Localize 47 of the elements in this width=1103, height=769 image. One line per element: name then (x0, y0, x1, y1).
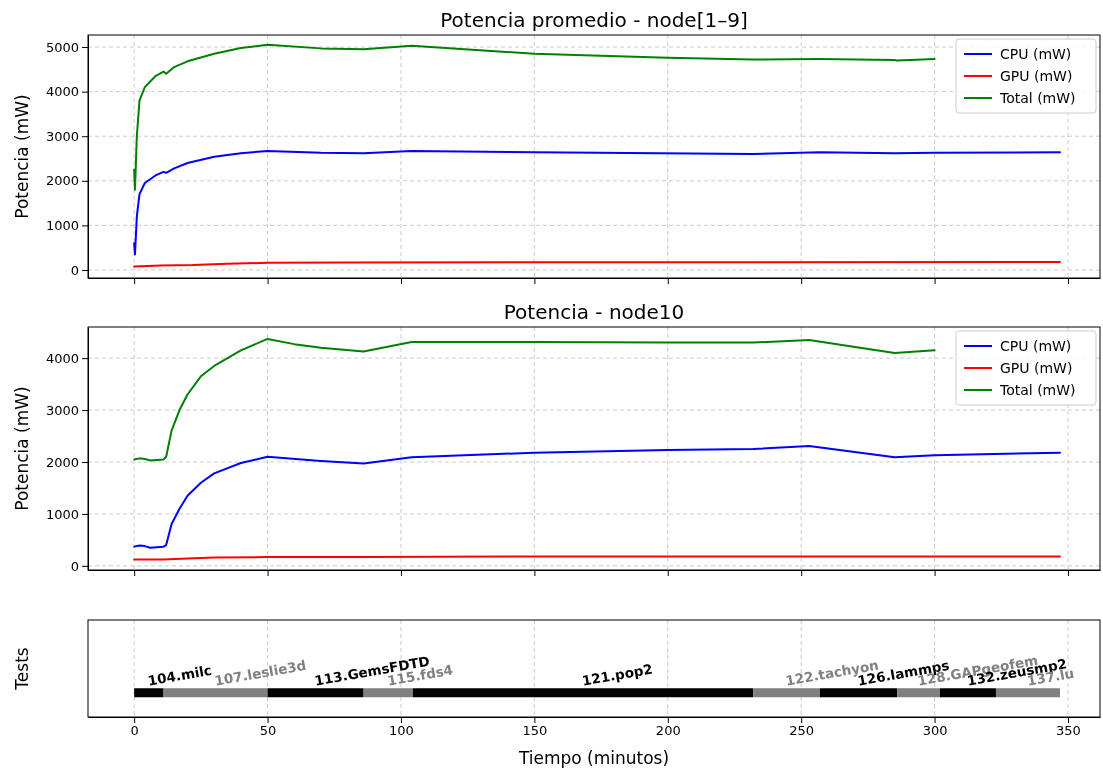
y-tick-label: 3000 (45, 128, 79, 144)
legend-label: CPU (mW) (1000, 338, 1072, 354)
y-tick-label: 1000 (45, 506, 79, 522)
line-series (133, 337, 936, 462)
bar (363, 688, 413, 698)
y-tick-label: 4000 (45, 350, 79, 366)
y-tick-label: 1000 (45, 218, 79, 234)
bar (267, 688, 364, 698)
text: 104.milc (146, 661, 214, 689)
legend-label: Total (mW) (999, 382, 1076, 398)
bar (995, 688, 1060, 698)
x-axis-title: Tiempo (minutos) (517, 748, 670, 768)
y-tick-label: 5000 (45, 39, 79, 55)
legend-label: CPU (mW) (1000, 46, 1072, 62)
y-tick-label: 0 (70, 262, 79, 278)
x-tick-label: 50 (259, 723, 277, 739)
y-tick-label: 4000 (45, 84, 79, 100)
y-tick-label: 0 (70, 558, 79, 574)
x-tick-label: 250 (789, 723, 815, 739)
bar (163, 688, 268, 698)
text: 121.pop2 (580, 660, 654, 689)
bar (819, 688, 898, 698)
y-tick-label: 2000 (45, 173, 79, 189)
line-series (133, 444, 1061, 549)
x-tick-label: 300 (922, 723, 948, 739)
y-tick-label: 3000 (45, 402, 79, 418)
bar (134, 688, 164, 698)
y-axis-title: Potencia (mW) (12, 386, 32, 511)
y-axis-title: Tests (12, 647, 32, 691)
legend-label: GPU (mW) (1000, 360, 1073, 376)
bar (897, 688, 940, 698)
bar (412, 688, 754, 698)
line-series (133, 43, 936, 191)
y-tick-label: 2000 (45, 454, 79, 470)
chart-title: Potencia - node10 (503, 300, 685, 324)
legend-label: Total (mW) (999, 90, 1076, 106)
x-tick-label: 150 (522, 723, 548, 739)
x-tick-label: 100 (389, 723, 414, 739)
bar (753, 688, 820, 698)
legend-label: GPU (mW) (1000, 68, 1073, 84)
chart-title: Potencia promedio - node[1–9] (440, 8, 748, 32)
x-tick-label: 350 (1056, 723, 1081, 739)
line-series (133, 149, 1061, 256)
x-tick-label: 200 (655, 723, 681, 739)
bar (939, 688, 996, 698)
x-tick-label: 0 (130, 723, 139, 739)
y-axis-title: Potencia (mW) (12, 94, 32, 219)
